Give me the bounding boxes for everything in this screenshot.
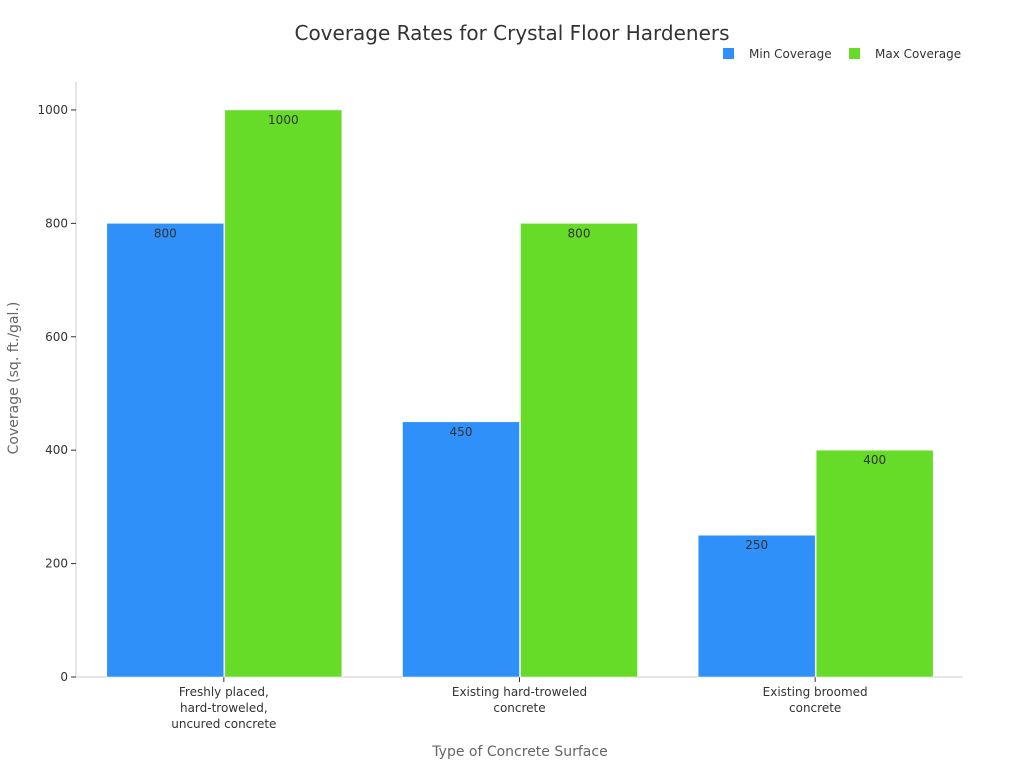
x-tick-label-line: Freshly placed, [179,685,269,699]
data-label: 800 [154,226,177,240]
axes: 0 200 400 600 800 1000 Freshly placed, hard-tro… [37,81,963,731]
y-tick-label: 1000 [37,103,68,117]
bar-min-coverage [106,223,225,678]
y-tick-label: 800 [45,216,68,230]
x-tick-label-line: concrete [493,701,545,715]
bar-min-coverage [697,534,816,678]
x-tick-label-line: hard-troweled, [180,701,268,715]
data-label: 1000 [268,113,299,127]
data-label: 400 [863,453,886,467]
x-tick-label: Existing hard-troweled concrete [452,685,587,715]
y-tick-label: 200 [45,557,68,571]
y-tick-label: 400 [45,443,68,457]
y-axis-label: Coverage (sq. ft./gal.) [6,302,22,455]
x-tick-label-line: Existing broomed [763,685,868,699]
y-tick-label: 0 [60,670,68,684]
x-tick-label-line: uncured concrete [171,717,276,731]
data-label: 450 [450,425,473,439]
bar-max-coverage [815,449,934,678]
x-tick-label: Existing broomed concrete [763,685,868,715]
legend-label: Min Coverage [749,47,832,61]
bar-max-coverage [520,223,638,678]
bar-min-coverage [402,421,520,678]
x-tick-label-line: Existing hard-troweled [452,685,587,699]
data-label: 800 [568,226,591,240]
x-axis-label: Type of Concrete Surface [431,744,607,760]
legend: Min Coverage Max Coverage [723,47,961,61]
data-label: 250 [745,538,768,552]
legend-label: Max Coverage [875,47,961,61]
bars: 800 1000 450 800 250 400 [106,109,934,678]
legend-swatch [723,48,734,59]
bar-max-coverage [224,109,343,678]
chart-title: Coverage Rates for Crystal Floor Hardene… [294,21,729,45]
x-tick-label: Freshly placed, hard-troweled, uncured con… [171,685,276,731]
y-tick-label: 600 [45,330,68,344]
x-tick-label-line: concrete [789,701,841,715]
legend-swatch [849,48,860,59]
